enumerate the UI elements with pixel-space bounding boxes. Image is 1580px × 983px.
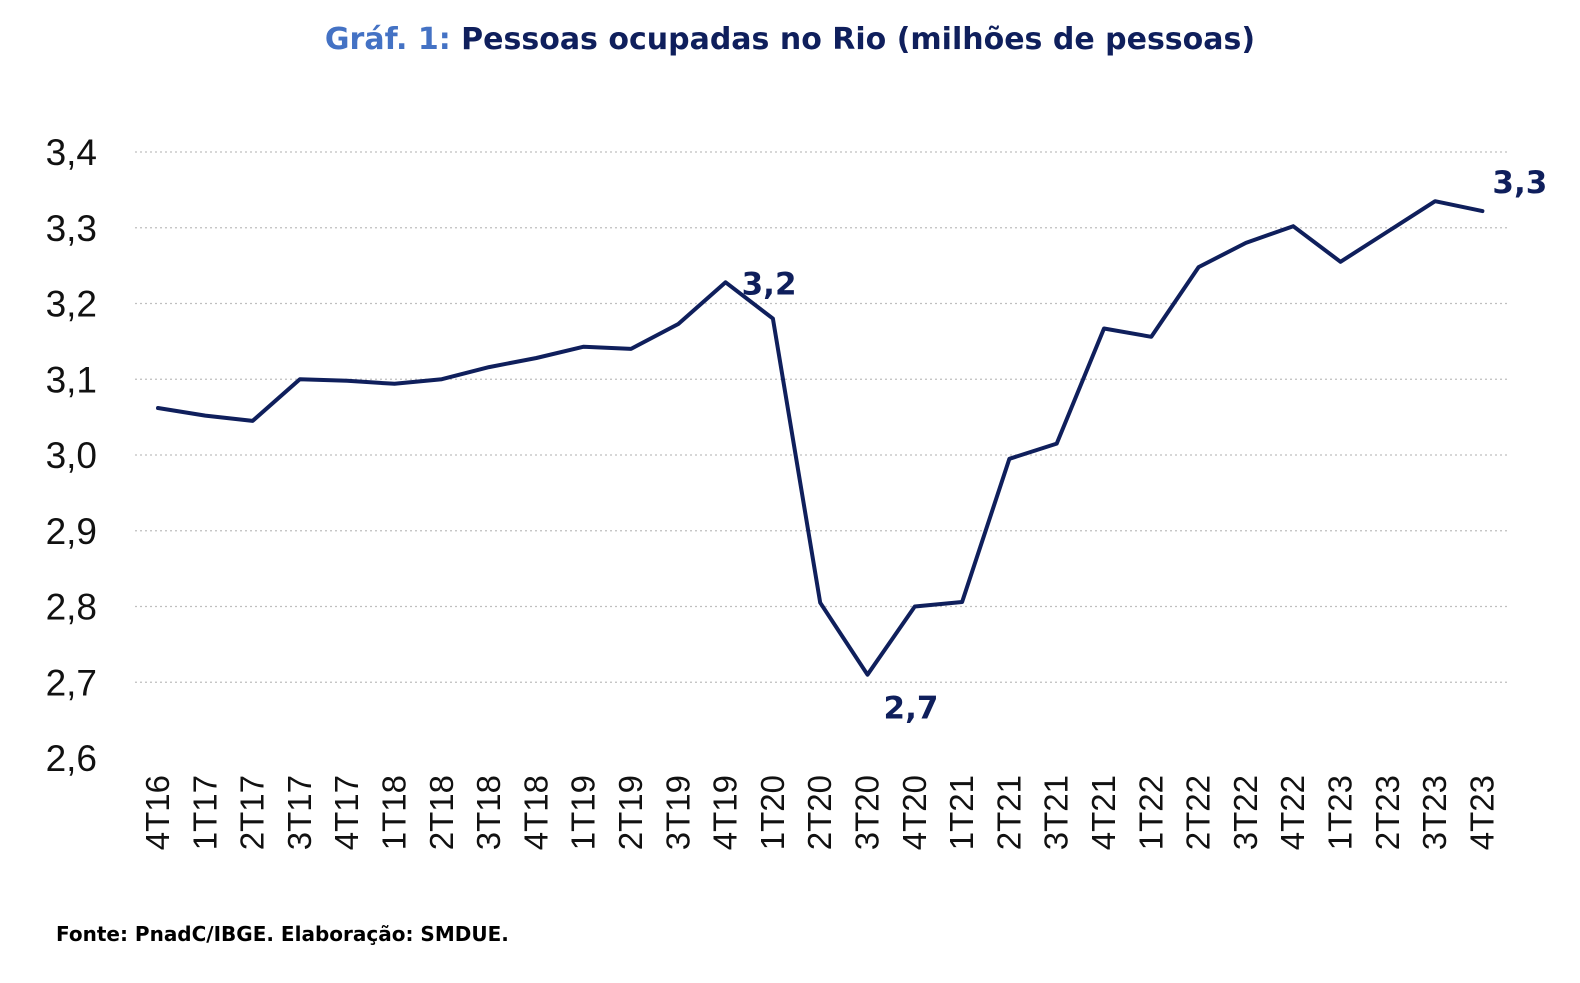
x-tick-label: 4T16 bbox=[139, 775, 176, 850]
x-tick-label: 1T17 bbox=[186, 775, 223, 850]
x-tick-label: 4T22 bbox=[1274, 775, 1311, 850]
x-tick-label: 4T19 bbox=[707, 775, 744, 850]
x-tick-label: 1T19 bbox=[565, 775, 602, 850]
series-layer bbox=[156, 199, 1485, 677]
data-labels: 3,2 2,7 3,3 bbox=[742, 165, 1548, 727]
y-tick-label: 3,3 bbox=[46, 208, 97, 249]
data-label: 3,3 bbox=[1492, 165, 1547, 201]
chart-title: Gráf. 1: Pessoas ocupadas no Rio (milhõe… bbox=[0, 22, 1580, 57]
x-tick-label: 2T21 bbox=[990, 775, 1027, 850]
x-tick-label: 2T20 bbox=[801, 775, 838, 850]
x-tick-label: 4T18 bbox=[517, 775, 554, 850]
x-tick-label: 1T20 bbox=[754, 775, 791, 850]
x-tick-label: 4T21 bbox=[1085, 775, 1122, 850]
x-tick-label: 3T20 bbox=[849, 775, 886, 850]
y-tick-label: 3,0 bbox=[46, 435, 97, 476]
x-axis: 4T16 1T17 2T17 3T17 4T17 1T18 2T18 3T18 4T18 1T19… bbox=[139, 775, 1500, 850]
x-tick-label: 3T19 bbox=[659, 775, 696, 850]
x-tick-label: 2T22 bbox=[1180, 775, 1217, 850]
data-label: 2,7 bbox=[884, 691, 939, 727]
x-tick-label: 3T22 bbox=[1227, 775, 1264, 850]
x-tick-label: 2T18 bbox=[423, 775, 460, 850]
chart-title-text: Pessoas ocupadas no Rio (milhões de pess… bbox=[461, 22, 1256, 57]
x-tick-label: 1T22 bbox=[1132, 775, 1169, 850]
x-tick-label: 2T17 bbox=[234, 775, 271, 850]
y-tick-label: 3,2 bbox=[46, 284, 97, 325]
x-tick-label: 4T20 bbox=[896, 775, 933, 850]
x-tick-label: 3T21 bbox=[1038, 775, 1075, 850]
x-tick-label: 2T23 bbox=[1369, 775, 1406, 850]
y-tick-label: 3,1 bbox=[46, 359, 97, 400]
x-tick-label: 3T18 bbox=[470, 775, 507, 850]
data-label: 3,2 bbox=[742, 266, 797, 302]
chart-title-prefix: Gráf. 1: bbox=[324, 22, 451, 57]
y-tick-label: 3,4 bbox=[46, 132, 97, 173]
x-tick-label: 2T19 bbox=[612, 775, 649, 850]
source-note: Fonte: PnadC/IBGE. Elaboração: SMDUE. bbox=[56, 922, 509, 946]
y-tick-label: 2,7 bbox=[46, 662, 97, 703]
series-line bbox=[156, 199, 1485, 677]
y-tick-label: 2,8 bbox=[46, 587, 97, 628]
x-tick-label: 4T23 bbox=[1463, 775, 1500, 850]
x-tick-label: 1T21 bbox=[943, 775, 980, 850]
x-tick-label: 1T23 bbox=[1322, 775, 1359, 850]
y-tick-label: 2,9 bbox=[46, 511, 97, 552]
y-tick-label: 2,6 bbox=[46, 738, 97, 779]
x-tick-label: 3T17 bbox=[281, 775, 318, 850]
x-tick-label: 3T23 bbox=[1416, 775, 1453, 850]
x-tick-label: 4T17 bbox=[328, 775, 365, 850]
y-axis: 2,6 2,7 2,8 2,9 3,0 3,1 3,2 3,3 3,4 bbox=[46, 132, 97, 779]
x-tick-label: 1T18 bbox=[376, 775, 413, 850]
